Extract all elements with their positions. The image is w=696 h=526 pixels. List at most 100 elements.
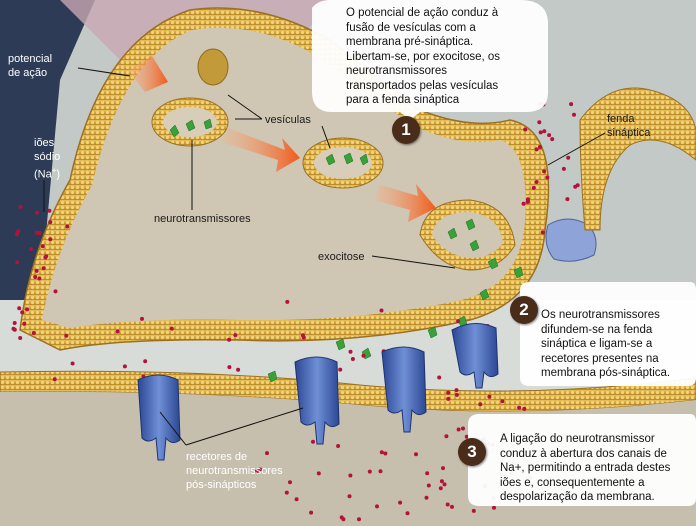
sodium-ion (336, 444, 341, 448)
sodium-ion (12, 321, 17, 325)
sodium-ion (227, 365, 232, 370)
sodium-ion (522, 406, 527, 411)
presynaptic-cytoplasm (42, 27, 526, 329)
sodium-ion (36, 231, 41, 235)
sodium-ion (265, 451, 269, 456)
receptor-1 (137, 374, 181, 461)
receptor-4 (451, 323, 499, 389)
sodium-ion (500, 399, 505, 404)
sodium-ion (525, 197, 530, 202)
sodium-ion (48, 237, 53, 242)
sodium-ion (140, 316, 144, 321)
step-3-badge: 3 (458, 438, 486, 466)
sodium-ion (122, 364, 127, 369)
sodium-ion (284, 490, 289, 495)
receptor-3 (381, 346, 427, 433)
sodium-ion (414, 452, 418, 457)
label-fenda-sinaptica: fenda sináptica (607, 113, 651, 139)
sodium-ion (20, 310, 25, 315)
sodium-ion (383, 451, 388, 456)
sodium-ion (347, 494, 352, 499)
sodium-ion (534, 180, 539, 184)
sodium-ion (44, 254, 49, 259)
sodium-ion (542, 169, 547, 174)
sodium-ion (478, 402, 483, 407)
sodium-ion (523, 127, 528, 132)
sodium-ion (348, 349, 353, 354)
sodium-ion (236, 367, 241, 372)
sodium-ion (569, 102, 574, 107)
sodium-ion (233, 333, 238, 338)
sodium-ion (34, 268, 39, 273)
pointer-lines (43, 67, 606, 446)
sodium-ion (456, 427, 461, 432)
sodium-ion (545, 175, 550, 180)
sodium-ion (285, 299, 290, 304)
sodium-ion (48, 220, 53, 225)
action-potential-arrow-3 (374, 184, 436, 222)
sodium-ion (461, 426, 465, 431)
sodium-ion (301, 335, 306, 340)
sodium-ion (521, 201, 526, 206)
sodium-ion (542, 129, 547, 134)
label-recetores: recetores de neurotransmissores pós-siná… (186, 451, 283, 491)
sodium-ion (561, 166, 566, 171)
sodium-ion (454, 392, 459, 397)
sodium-ion (40, 244, 45, 249)
sodium-ion (115, 329, 120, 334)
sodium-ion (288, 480, 292, 485)
sodium-ion (439, 479, 444, 484)
sodium-ion (379, 450, 384, 455)
sodium-ion (311, 439, 315, 444)
step-1-badge: 1 (392, 116, 420, 144)
label-neurotransmissores: neurotransmissores (154, 213, 251, 225)
label-vesiculas: vesículas (265, 114, 311, 126)
sodium-ion (538, 130, 543, 135)
sodium-ion (52, 377, 57, 382)
sodium-ion (255, 469, 259, 474)
sodium-ion (18, 336, 23, 340)
sodium-ion (361, 353, 366, 358)
sodium-ion (15, 260, 20, 265)
sodium-ion (357, 517, 361, 522)
vesicle-3 (197, 48, 229, 86)
sodium-ion (456, 319, 461, 324)
sodium-ion (538, 145, 542, 149)
receptor-2 (294, 356, 340, 445)
sodium-ion (258, 467, 263, 472)
sodium-ion (65, 224, 70, 229)
sodium-ion (25, 307, 30, 312)
sodium-ion (547, 133, 552, 138)
sodium-ion (70, 361, 75, 366)
sodium-ion (41, 266, 46, 271)
bubble-3-shape (468, 414, 696, 506)
sodium-ions (11, 101, 580, 522)
step-1-text: O potencial de ação conduz à fusão de ve… (346, 7, 501, 106)
right-membrane (579, 87, 696, 231)
sodium-ion (492, 505, 496, 510)
sodium-ion (531, 185, 536, 190)
sodium-ion (31, 331, 36, 335)
sodium-ion (464, 434, 469, 439)
step-3-text: A ligação do neurotransmissor conduz à a… (500, 433, 671, 503)
sodium-ion (487, 394, 492, 399)
sodium-ion (37, 276, 42, 281)
step-2-text: Os neurotransmissores difundem-se na fen… (541, 309, 671, 379)
action-potential-arrow-2 (222, 128, 300, 172)
sodium-ion (425, 471, 430, 476)
sodium-ion (572, 112, 576, 117)
sodium-ion (442, 482, 447, 487)
sodium-ion (350, 357, 355, 361)
left-dark-region (0, 0, 95, 320)
sodium-ion (517, 405, 522, 410)
sodium-ion (227, 337, 232, 342)
sodium-ion (446, 390, 451, 395)
sodium-ion (64, 333, 69, 338)
label-potencial-acao: potencial de ação (8, 53, 53, 79)
sodium-ion (471, 508, 476, 513)
sodium-ion (426, 483, 431, 488)
sodium-ion (565, 197, 570, 202)
sodium-ion (438, 486, 443, 491)
